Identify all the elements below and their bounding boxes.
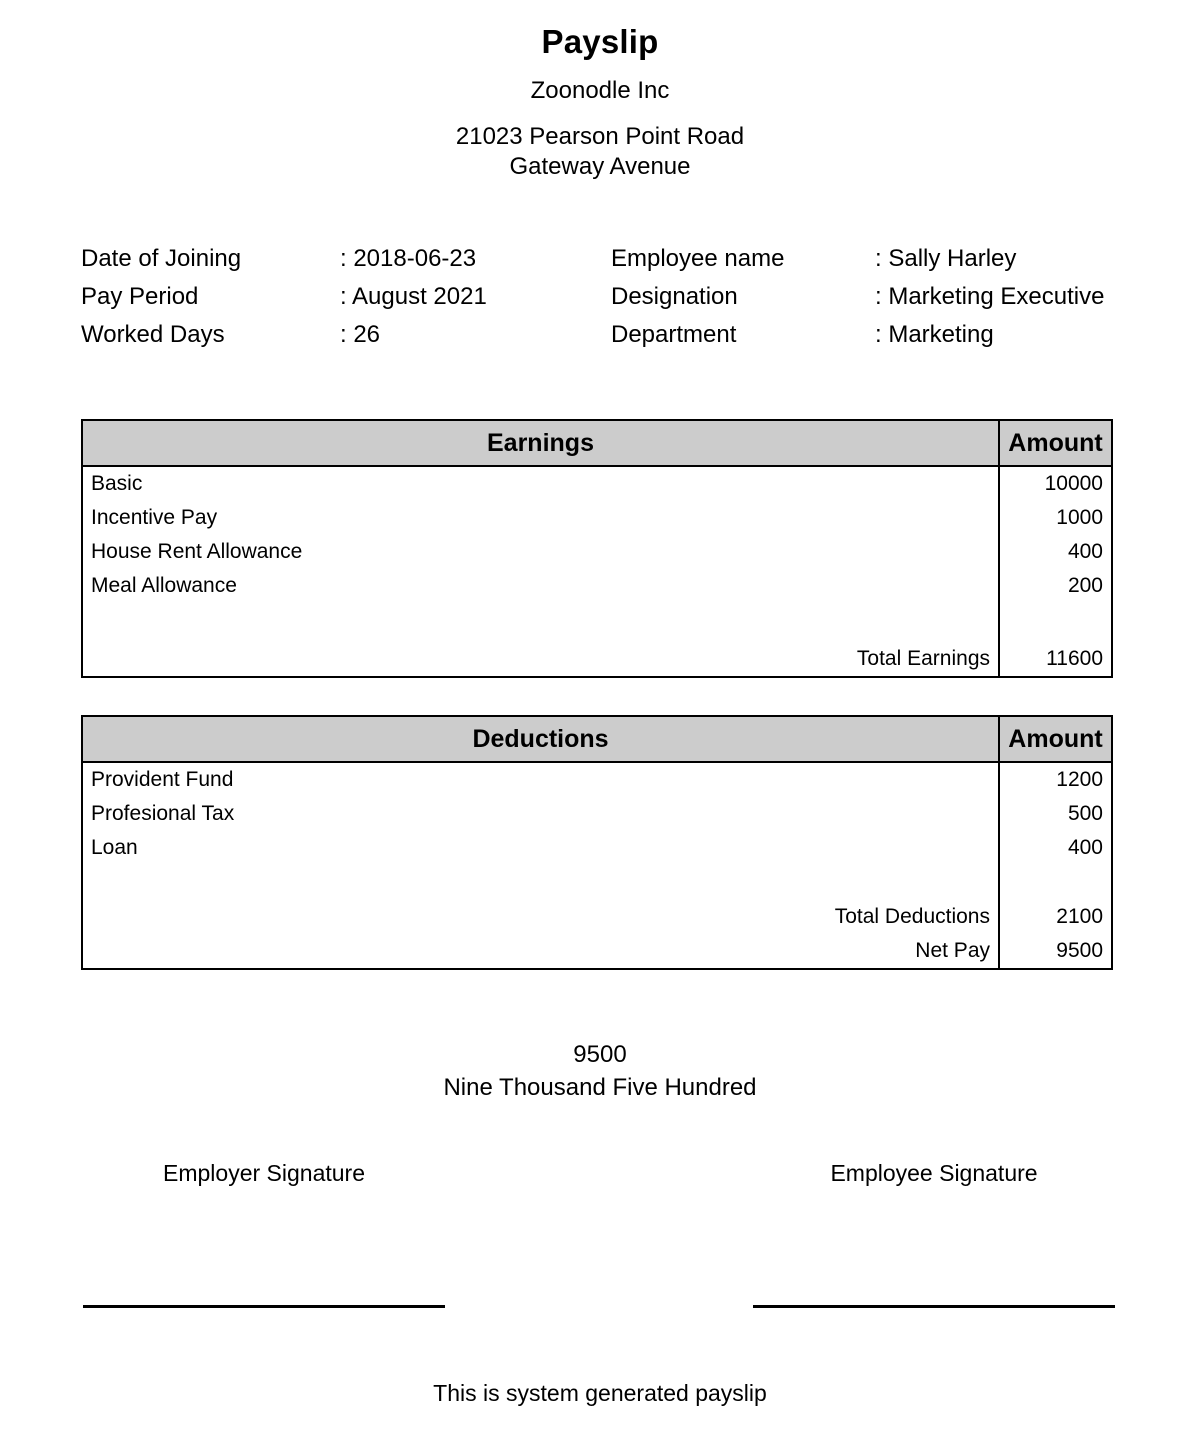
total-earnings-label: Total Earnings	[856, 647, 990, 670]
detail-value-pay-period: : August 2021	[340, 282, 487, 310]
employee-signature-label: Employee Signature	[830, 1160, 1038, 1186]
table-row: Basic	[91, 472, 143, 495]
table-cell-amount: 400	[1067, 540, 1103, 563]
table-cell-amount: 500	[1067, 802, 1103, 825]
earnings-table-header-row: Earnings Amount	[83, 421, 1111, 467]
detail-row-pay-period: Pay Period : August 2021	[81, 278, 487, 316]
table-row: Meal Allowance	[91, 574, 237, 597]
detail-row-department: Department : Marketing	[611, 316, 1104, 354]
earnings-totals-amounts: 11600	[1000, 642, 1111, 676]
net-pay-label: Net Pay	[915, 939, 990, 962]
table-cell-amount: 400	[1067, 836, 1103, 859]
detail-value-worked-days: : 26	[340, 320, 381, 348]
detail-row-employee-name: Employee name : Sally Harley	[611, 240, 1104, 278]
table-cell-amount: 1000	[1056, 506, 1103, 529]
net-pay-amount: 9500	[1056, 939, 1103, 962]
detail-row-designation: Designation : Marketing Executive	[611, 278, 1104, 316]
total-deductions-label: Total Deductions	[834, 905, 990, 928]
detail-row-date-of-joining: Date of Joining : 2018-06-23	[81, 240, 487, 278]
earnings-table-body: Basic Incentive Pay House Rent Allowance…	[83, 467, 1111, 676]
company-address-line-1: 21023 Pearson Point Road	[455, 122, 745, 150]
employer-signature-block: Employer Signature	[83, 1160, 445, 1188]
company-name: Zoonodle Inc	[530, 76, 670, 104]
total-earnings-amount: 11600	[1046, 647, 1103, 670]
document-header: Payslip Zoonodle Inc 21023 Pearson Point…	[0, 0, 1200, 182]
page-title: Payslip	[541, 23, 659, 60]
net-pay-summary-words: Nine Thousand Five Hundred	[443, 1074, 757, 1102]
employee-details: Date of Joining : 2018-06-23 Pay Period …	[81, 240, 1119, 354]
table-row: House Rent Allowance	[91, 540, 303, 563]
detail-value-department: : Marketing	[875, 320, 994, 348]
deductions-column-header: Deductions	[83, 717, 1000, 761]
detail-label-department: Department	[611, 320, 737, 348]
employee-signature-block: Employee Signature	[753, 1160, 1115, 1188]
detail-label-date-of-joining: Date of Joining	[81, 244, 242, 272]
earnings-table: Earnings Amount Basic Incentive Pay Hous…	[81, 419, 1113, 678]
net-pay-summary-amount: 9500	[573, 1041, 627, 1068]
footer-note: This is system generated payslip	[433, 1380, 767, 1406]
table-cell-amount: 200	[1067, 574, 1103, 597]
employee-details-right-column: Employee name : Sally Harley Designation…	[611, 240, 1119, 354]
deductions-amount-column-header: Amount	[1008, 724, 1103, 753]
total-deductions-amount: 2100	[1056, 905, 1103, 928]
detail-value-designation: : Marketing Executive	[875, 282, 1105, 310]
detail-value-date-of-joining: : 2018-06-23	[340, 244, 477, 272]
earnings-amount-column-header: Amount	[1008, 428, 1103, 457]
detail-row-worked-days: Worked Days : 26	[81, 316, 487, 354]
employee-signature-line	[753, 1305, 1115, 1308]
deductions-totals-labels: Total Deductions Net Pay	[83, 900, 998, 968]
deductions-description-column: Provident Fund Profesional Tax Loan Tota…	[83, 763, 1000, 968]
earnings-description-column: Basic Incentive Pay House Rent Allowance…	[83, 467, 1000, 676]
table-cell-amount: 10000	[1044, 472, 1103, 495]
table-cell-amount: 1200	[1056, 768, 1103, 791]
table-row: Profesional Tax	[91, 802, 235, 825]
earnings-totals-labels: Total Earnings	[83, 642, 998, 676]
detail-label-employee-name: Employee name	[611, 244, 785, 272]
detail-value-employee-name: : Sally Harley	[875, 244, 1017, 272]
detail-label-pay-period: Pay Period	[81, 282, 199, 310]
net-pay-summary: 9500 Nine Thousand Five Hundred	[0, 1040, 1200, 1103]
deductions-table: Deductions Amount Provident Fund Profesi…	[81, 715, 1113, 970]
employee-details-left-column: Date of Joining : 2018-06-23 Pay Period …	[81, 240, 611, 354]
company-address-line-2: Gateway Avenue	[509, 152, 691, 180]
employer-signature-label: Employer Signature	[163, 1160, 365, 1186]
deductions-totals-amounts: 2100 9500	[1000, 900, 1111, 968]
deductions-table-header-row: Deductions Amount	[83, 717, 1111, 763]
table-row: Loan	[91, 836, 138, 859]
detail-label-worked-days: Worked Days	[81, 320, 225, 348]
table-row: Incentive Pay	[91, 506, 218, 529]
employer-signature-line	[83, 1305, 445, 1308]
deductions-amount-column: 1200 500 400 2100 9500	[1000, 763, 1111, 968]
company-address: 21023 Pearson Point Road Gateway Avenue	[0, 122, 1200, 182]
earnings-amount-column: 10000 1000 400 200 11600	[1000, 467, 1111, 676]
signature-section: Employer Signature Employee Signature	[0, 1160, 1200, 1320]
earnings-column-header: Earnings	[83, 421, 1000, 465]
table-row: Provident Fund	[91, 768, 234, 791]
detail-label-designation: Designation	[611, 282, 738, 310]
deductions-table-body: Provident Fund Profesional Tax Loan Tota…	[83, 763, 1111, 968]
